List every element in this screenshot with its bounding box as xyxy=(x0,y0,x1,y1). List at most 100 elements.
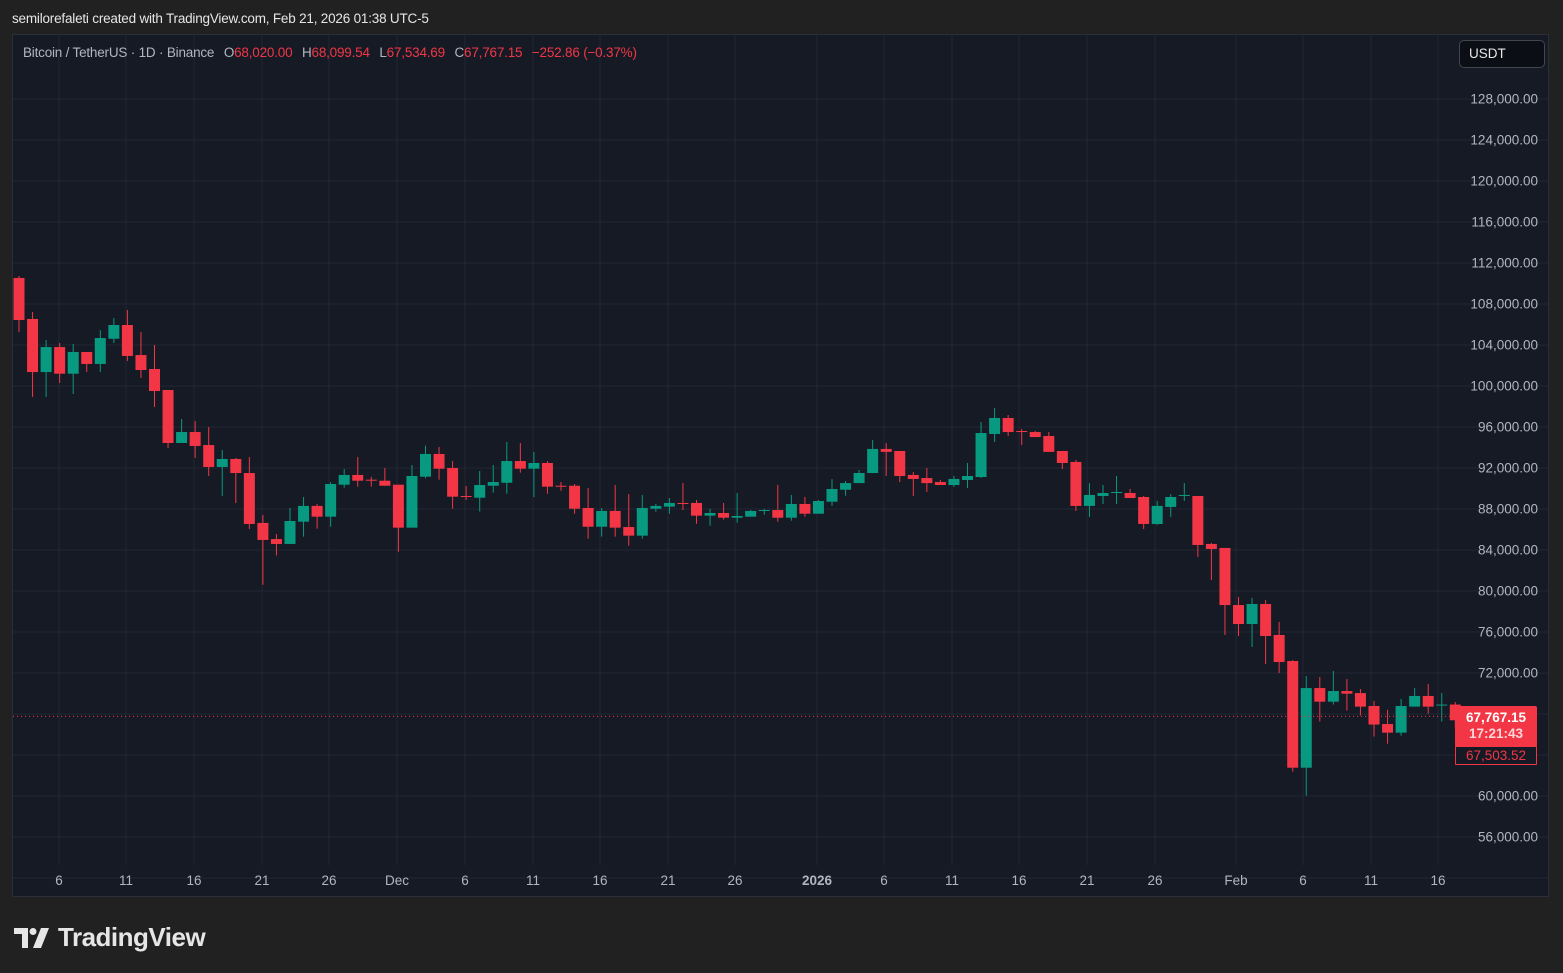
candle[interactable] xyxy=(867,440,879,474)
candle[interactable] xyxy=(1151,501,1163,525)
candle[interactable] xyxy=(1016,429,1028,446)
candle[interactable] xyxy=(365,476,377,487)
candle[interactable] xyxy=(1300,675,1312,796)
candle[interactable] xyxy=(1043,432,1055,452)
candle[interactable] xyxy=(731,493,743,523)
candle[interactable] xyxy=(609,485,621,537)
candle[interactable] xyxy=(1165,494,1177,517)
candle[interactable] xyxy=(1205,542,1217,581)
candle[interactable] xyxy=(474,470,486,512)
candle[interactable] xyxy=(121,310,133,361)
candle[interactable] xyxy=(1219,547,1231,635)
candle[interactable] xyxy=(1327,670,1339,705)
candle[interactable] xyxy=(1246,597,1258,647)
symbol-title[interactable]: Bitcoin / TetherUS · 1D · Binance xyxy=(23,45,215,60)
tradingview-logo[interactable]: TradingView xyxy=(14,922,206,953)
candle[interactable] xyxy=(216,449,228,496)
candle[interactable] xyxy=(67,343,79,394)
candle[interactable] xyxy=(1382,709,1394,744)
candle[interactable] xyxy=(785,494,797,521)
candle[interactable] xyxy=(569,483,581,514)
candle[interactable] xyxy=(636,494,648,539)
candle[interactable] xyxy=(13,276,25,332)
candle[interactable] xyxy=(758,509,770,515)
candle[interactable] xyxy=(799,497,811,517)
candle[interactable] xyxy=(1002,415,1014,437)
candle[interactable] xyxy=(975,421,987,479)
candle[interactable] xyxy=(243,457,255,529)
candle[interactable] xyxy=(1260,600,1272,664)
candle[interactable] xyxy=(1111,475,1123,504)
candle[interactable] xyxy=(826,479,838,506)
candle[interactable] xyxy=(1097,485,1109,504)
candle[interactable] xyxy=(1287,660,1299,772)
candle[interactable] xyxy=(596,507,608,537)
candle[interactable] xyxy=(1178,483,1190,502)
candle[interactable] xyxy=(1395,698,1407,736)
candle[interactable] xyxy=(541,461,553,494)
candle[interactable] xyxy=(1354,689,1366,716)
candle[interactable] xyxy=(1138,495,1150,529)
candle[interactable] xyxy=(162,389,174,449)
candle[interactable] xyxy=(420,445,431,479)
candle[interactable] xyxy=(907,471,919,496)
candle[interactable] xyxy=(921,468,933,492)
candle[interactable] xyxy=(487,465,499,493)
candle[interactable] xyxy=(1233,597,1244,636)
candle[interactable] xyxy=(203,427,215,476)
candle[interactable] xyxy=(230,457,242,504)
candle[interactable] xyxy=(284,507,296,544)
candle[interactable] xyxy=(460,486,472,500)
candle[interactable] xyxy=(108,318,120,343)
candle[interactable] xyxy=(406,465,418,528)
candle[interactable] xyxy=(1314,676,1326,722)
candle[interactable] xyxy=(325,482,337,527)
candle[interactable] xyxy=(257,514,269,585)
candle[interactable] xyxy=(1083,483,1095,517)
candle[interactable] xyxy=(433,446,445,480)
candle[interactable] xyxy=(352,457,364,487)
candle[interactable] xyxy=(718,502,730,520)
candle[interactable] xyxy=(1192,495,1204,557)
candle[interactable] xyxy=(745,510,757,517)
candle[interactable] xyxy=(623,494,635,546)
candle[interactable] xyxy=(772,485,784,522)
candle[interactable] xyxy=(1409,688,1421,707)
candle[interactable] xyxy=(582,487,594,539)
candle[interactable] xyxy=(948,475,960,487)
candle[interactable] xyxy=(514,442,526,473)
candle[interactable] xyxy=(94,330,106,372)
candlestick-plot[interactable] xyxy=(13,35,1549,897)
candle[interactable] xyxy=(894,450,906,483)
candle[interactable] xyxy=(677,482,689,511)
candle[interactable] xyxy=(270,534,282,556)
candle[interactable] xyxy=(338,469,350,488)
candle[interactable] xyxy=(189,421,201,458)
candle[interactable] xyxy=(298,497,310,537)
candle[interactable] xyxy=(555,482,567,491)
chart-pane[interactable]: Bitcoin / TetherUS · 1D · Binance O68,02… xyxy=(12,34,1549,897)
candle[interactable] xyxy=(528,451,540,498)
candle[interactable] xyxy=(392,484,404,552)
candle[interactable] xyxy=(812,499,824,514)
candle[interactable] xyxy=(989,408,1001,442)
candle[interactable] xyxy=(149,345,160,408)
candle[interactable] xyxy=(447,461,459,509)
candle[interactable] xyxy=(1056,450,1068,470)
candle[interactable] xyxy=(1273,621,1285,673)
candle[interactable] xyxy=(40,339,52,397)
candle[interactable] xyxy=(663,498,675,514)
candle[interactable] xyxy=(81,351,93,372)
candle[interactable] xyxy=(880,442,892,476)
currency-selector[interactable]: USDT xyxy=(1459,40,1545,68)
candle[interactable] xyxy=(27,311,39,397)
candle[interactable] xyxy=(1029,430,1041,438)
candle[interactable] xyxy=(54,342,66,384)
candle[interactable] xyxy=(650,503,662,512)
candle[interactable] xyxy=(962,462,973,488)
candle[interactable] xyxy=(840,481,852,496)
candle[interactable] xyxy=(1341,678,1353,711)
candle[interactable] xyxy=(135,331,147,379)
candle[interactable] xyxy=(1368,700,1380,737)
candle[interactable] xyxy=(1070,460,1082,511)
